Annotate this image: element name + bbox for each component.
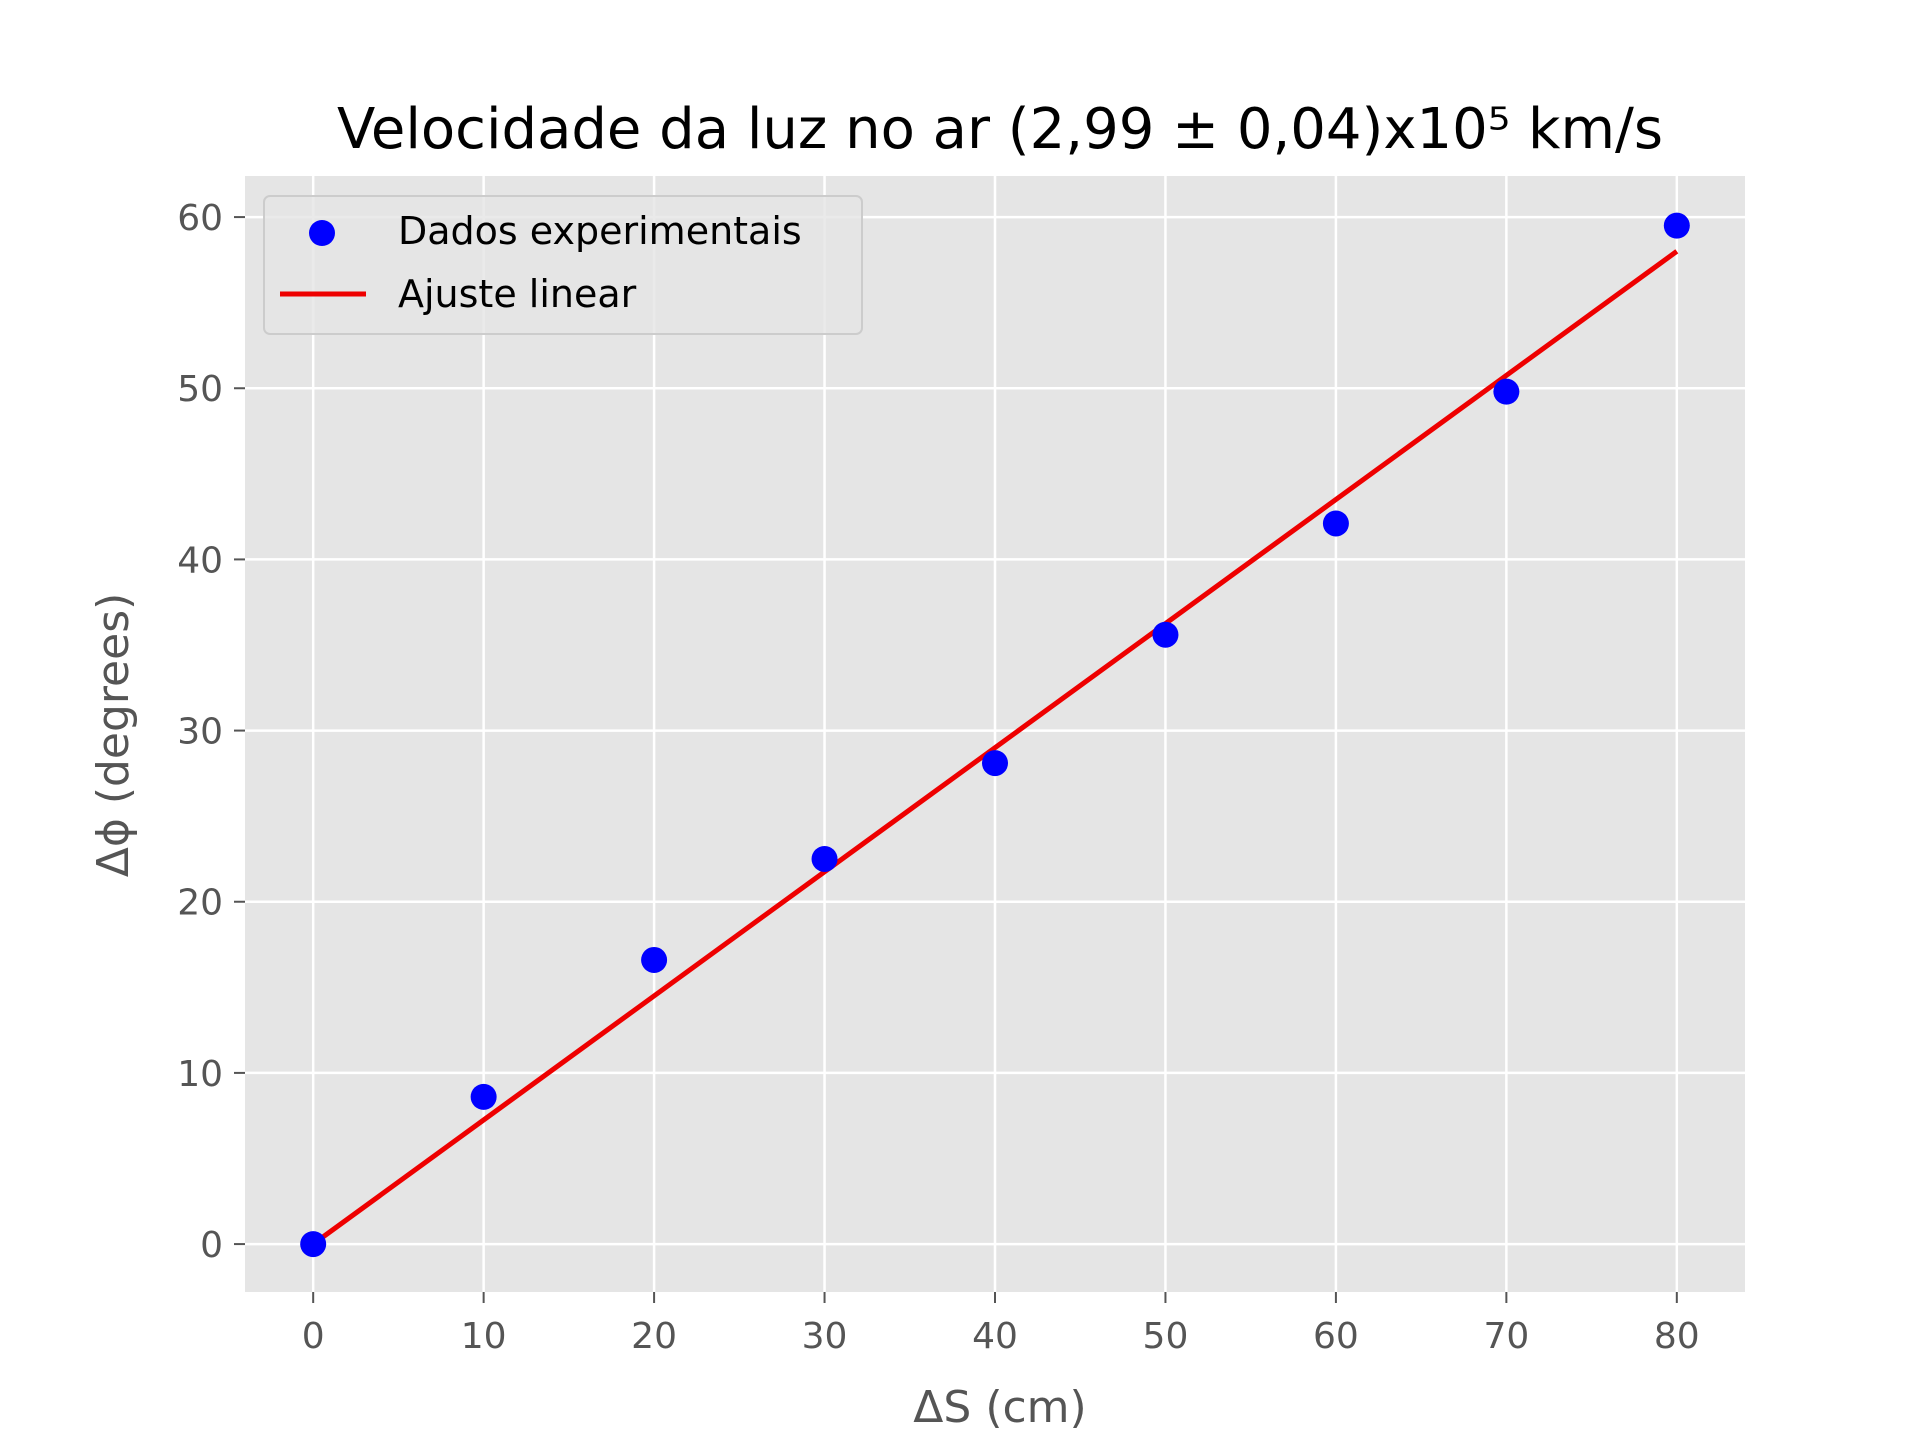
x-tick-label: 60: [1313, 1316, 1359, 1357]
x-tick-label: 30: [802, 1316, 848, 1357]
y-tick-label: 10: [177, 1054, 223, 1095]
data-point: [1663, 212, 1690, 239]
x-tick-label: 40: [972, 1316, 1018, 1357]
y-tick-label: 60: [177, 198, 223, 239]
x-tick-label: 80: [1654, 1316, 1700, 1357]
x-axis-label: ΔS (cm): [913, 1382, 1086, 1433]
data-point: [1493, 378, 1520, 405]
y-tick-label: 20: [177, 883, 223, 924]
x-axis-ticks: 0 10 20 30 40 50 60 70 80: [302, 1292, 1700, 1357]
y-tick-label: 30: [177, 712, 223, 753]
legend-box: [263, 195, 863, 335]
data-point: [300, 1231, 327, 1258]
legend-label-scatter: Dados experimentais: [398, 209, 802, 253]
data-point: [1152, 621, 1179, 648]
series-layer: [300, 212, 1690, 1258]
x-tick-label: 20: [631, 1316, 677, 1357]
data-point: [982, 750, 1008, 777]
chart-title: Velocidade da luz no ar (2,99 ± 0,04)x10…: [337, 97, 1663, 162]
x-tick-label: 70: [1483, 1316, 1529, 1357]
data-point: [811, 845, 838, 872]
x-tick-label: 50: [1143, 1316, 1189, 1357]
y-tick-label: 50: [177, 369, 223, 410]
y-tick-label: 40: [177, 540, 223, 581]
grid-lines: [245, 176, 1745, 1292]
x-tick-label: 0: [302, 1316, 325, 1357]
legend-label-line: Ajuste linear: [398, 272, 637, 316]
y-axis-ticks: 0 10 20 30 40 50 60: [177, 198, 245, 1266]
legend: Dados experimentais Ajuste linear: [263, 195, 863, 335]
fit-line: [311, 249, 1679, 1247]
data-point: [470, 1083, 497, 1110]
y-tick-label: 0: [200, 1225, 223, 1266]
data-point: [1322, 510, 1349, 537]
legend-marker-scatter: [309, 220, 335, 246]
x-tick-label: 10: [461, 1316, 507, 1357]
data-point: [641, 946, 668, 973]
y-axis-label: Δϕ (degrees): [88, 593, 139, 878]
